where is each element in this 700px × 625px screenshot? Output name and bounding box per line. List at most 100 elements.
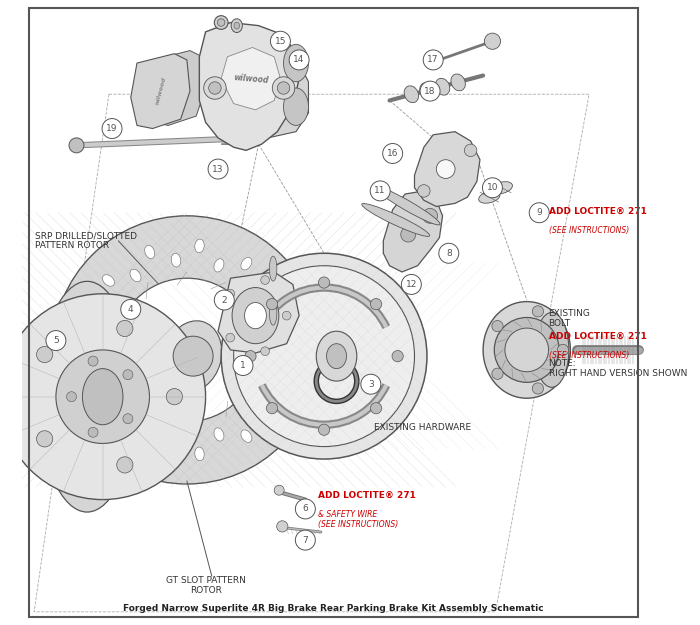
Ellipse shape — [285, 345, 298, 354]
Ellipse shape — [241, 258, 252, 270]
Ellipse shape — [164, 321, 222, 391]
Text: (SEE INSTRUCTIONS): (SEE INSTRUCTIONS) — [549, 341, 629, 360]
Circle shape — [245, 351, 256, 362]
Circle shape — [532, 383, 543, 394]
Ellipse shape — [100, 302, 113, 313]
Text: (SEE INSTRUCTIONS): (SEE INSTRUCTIONS) — [549, 216, 629, 235]
Ellipse shape — [102, 275, 115, 286]
Ellipse shape — [172, 253, 181, 267]
Circle shape — [226, 333, 234, 342]
Circle shape — [214, 290, 234, 310]
Ellipse shape — [273, 393, 286, 404]
Text: EXISTING HARDWARE: EXISTING HARDWARE — [374, 423, 471, 432]
Circle shape — [370, 299, 382, 310]
Text: 8: 8 — [446, 249, 452, 258]
Circle shape — [56, 350, 150, 444]
Circle shape — [233, 356, 253, 376]
Circle shape — [318, 277, 330, 288]
Circle shape — [370, 181, 390, 201]
Ellipse shape — [270, 256, 277, 281]
Circle shape — [270, 31, 290, 51]
Circle shape — [529, 202, 550, 222]
Circle shape — [66, 392, 76, 402]
Circle shape — [289, 50, 309, 70]
Text: 15: 15 — [274, 37, 286, 46]
Circle shape — [276, 521, 288, 532]
Ellipse shape — [83, 369, 123, 425]
Circle shape — [117, 321, 133, 337]
Circle shape — [482, 177, 503, 198]
Polygon shape — [221, 35, 309, 144]
Text: 4: 4 — [128, 305, 134, 314]
Circle shape — [295, 530, 315, 550]
Text: 10: 10 — [486, 183, 498, 192]
Text: SRP DRILLED/SLOTTED
PATTERN ROTOR: SRP DRILLED/SLOTTED PATTERN ROTOR — [35, 231, 137, 251]
Polygon shape — [146, 51, 206, 126]
Ellipse shape — [231, 19, 242, 32]
Circle shape — [361, 374, 381, 394]
Text: 7: 7 — [302, 536, 308, 544]
Circle shape — [274, 485, 284, 495]
Circle shape — [36, 431, 52, 447]
Ellipse shape — [435, 78, 450, 95]
Circle shape — [88, 428, 98, 438]
Ellipse shape — [327, 344, 346, 369]
Ellipse shape — [214, 428, 224, 441]
Ellipse shape — [362, 204, 430, 236]
Polygon shape — [131, 54, 190, 129]
Circle shape — [418, 184, 430, 197]
Circle shape — [117, 457, 133, 473]
Circle shape — [401, 274, 421, 294]
Circle shape — [557, 344, 568, 356]
Polygon shape — [221, 48, 281, 110]
Ellipse shape — [232, 288, 279, 344]
Circle shape — [494, 318, 559, 382]
Ellipse shape — [284, 44, 309, 82]
Circle shape — [69, 138, 84, 153]
Circle shape — [295, 499, 315, 519]
Circle shape — [52, 216, 321, 484]
Circle shape — [277, 82, 290, 94]
Ellipse shape — [100, 387, 113, 397]
Circle shape — [420, 81, 440, 101]
Text: 9: 9 — [536, 208, 542, 217]
Ellipse shape — [241, 430, 252, 442]
Circle shape — [123, 414, 133, 424]
Text: 6: 6 — [302, 504, 308, 514]
Circle shape — [260, 276, 270, 284]
Ellipse shape — [273, 296, 286, 306]
Text: 3: 3 — [368, 380, 374, 389]
Circle shape — [167, 389, 183, 405]
Ellipse shape — [90, 345, 104, 354]
Circle shape — [102, 119, 122, 139]
Text: 19: 19 — [106, 124, 118, 133]
Ellipse shape — [491, 182, 512, 194]
Ellipse shape — [248, 284, 260, 296]
Text: Forged Narrow Superlite 4R Big Brake Rear Parking Brake Kit Assembly Schematic: Forged Narrow Superlite 4R Big Brake Rea… — [123, 604, 544, 613]
Circle shape — [532, 306, 543, 317]
Circle shape — [436, 160, 455, 178]
Circle shape — [318, 424, 330, 436]
Circle shape — [267, 402, 278, 414]
Ellipse shape — [38, 281, 135, 512]
Text: 18: 18 — [424, 87, 436, 96]
Ellipse shape — [268, 324, 281, 333]
Text: 2: 2 — [221, 296, 227, 304]
Ellipse shape — [145, 441, 155, 454]
Ellipse shape — [214, 16, 228, 29]
Text: 13: 13 — [212, 164, 224, 174]
Ellipse shape — [130, 269, 141, 282]
Circle shape — [123, 370, 133, 379]
Ellipse shape — [248, 404, 260, 416]
Text: 16: 16 — [387, 149, 398, 158]
Circle shape — [36, 346, 52, 362]
Circle shape — [204, 77, 226, 99]
Ellipse shape — [195, 447, 204, 461]
Text: 5: 5 — [53, 336, 59, 345]
Ellipse shape — [218, 19, 225, 26]
Ellipse shape — [234, 22, 239, 29]
Circle shape — [392, 351, 403, 362]
Polygon shape — [414, 132, 480, 206]
Ellipse shape — [270, 300, 277, 325]
Circle shape — [439, 243, 458, 263]
